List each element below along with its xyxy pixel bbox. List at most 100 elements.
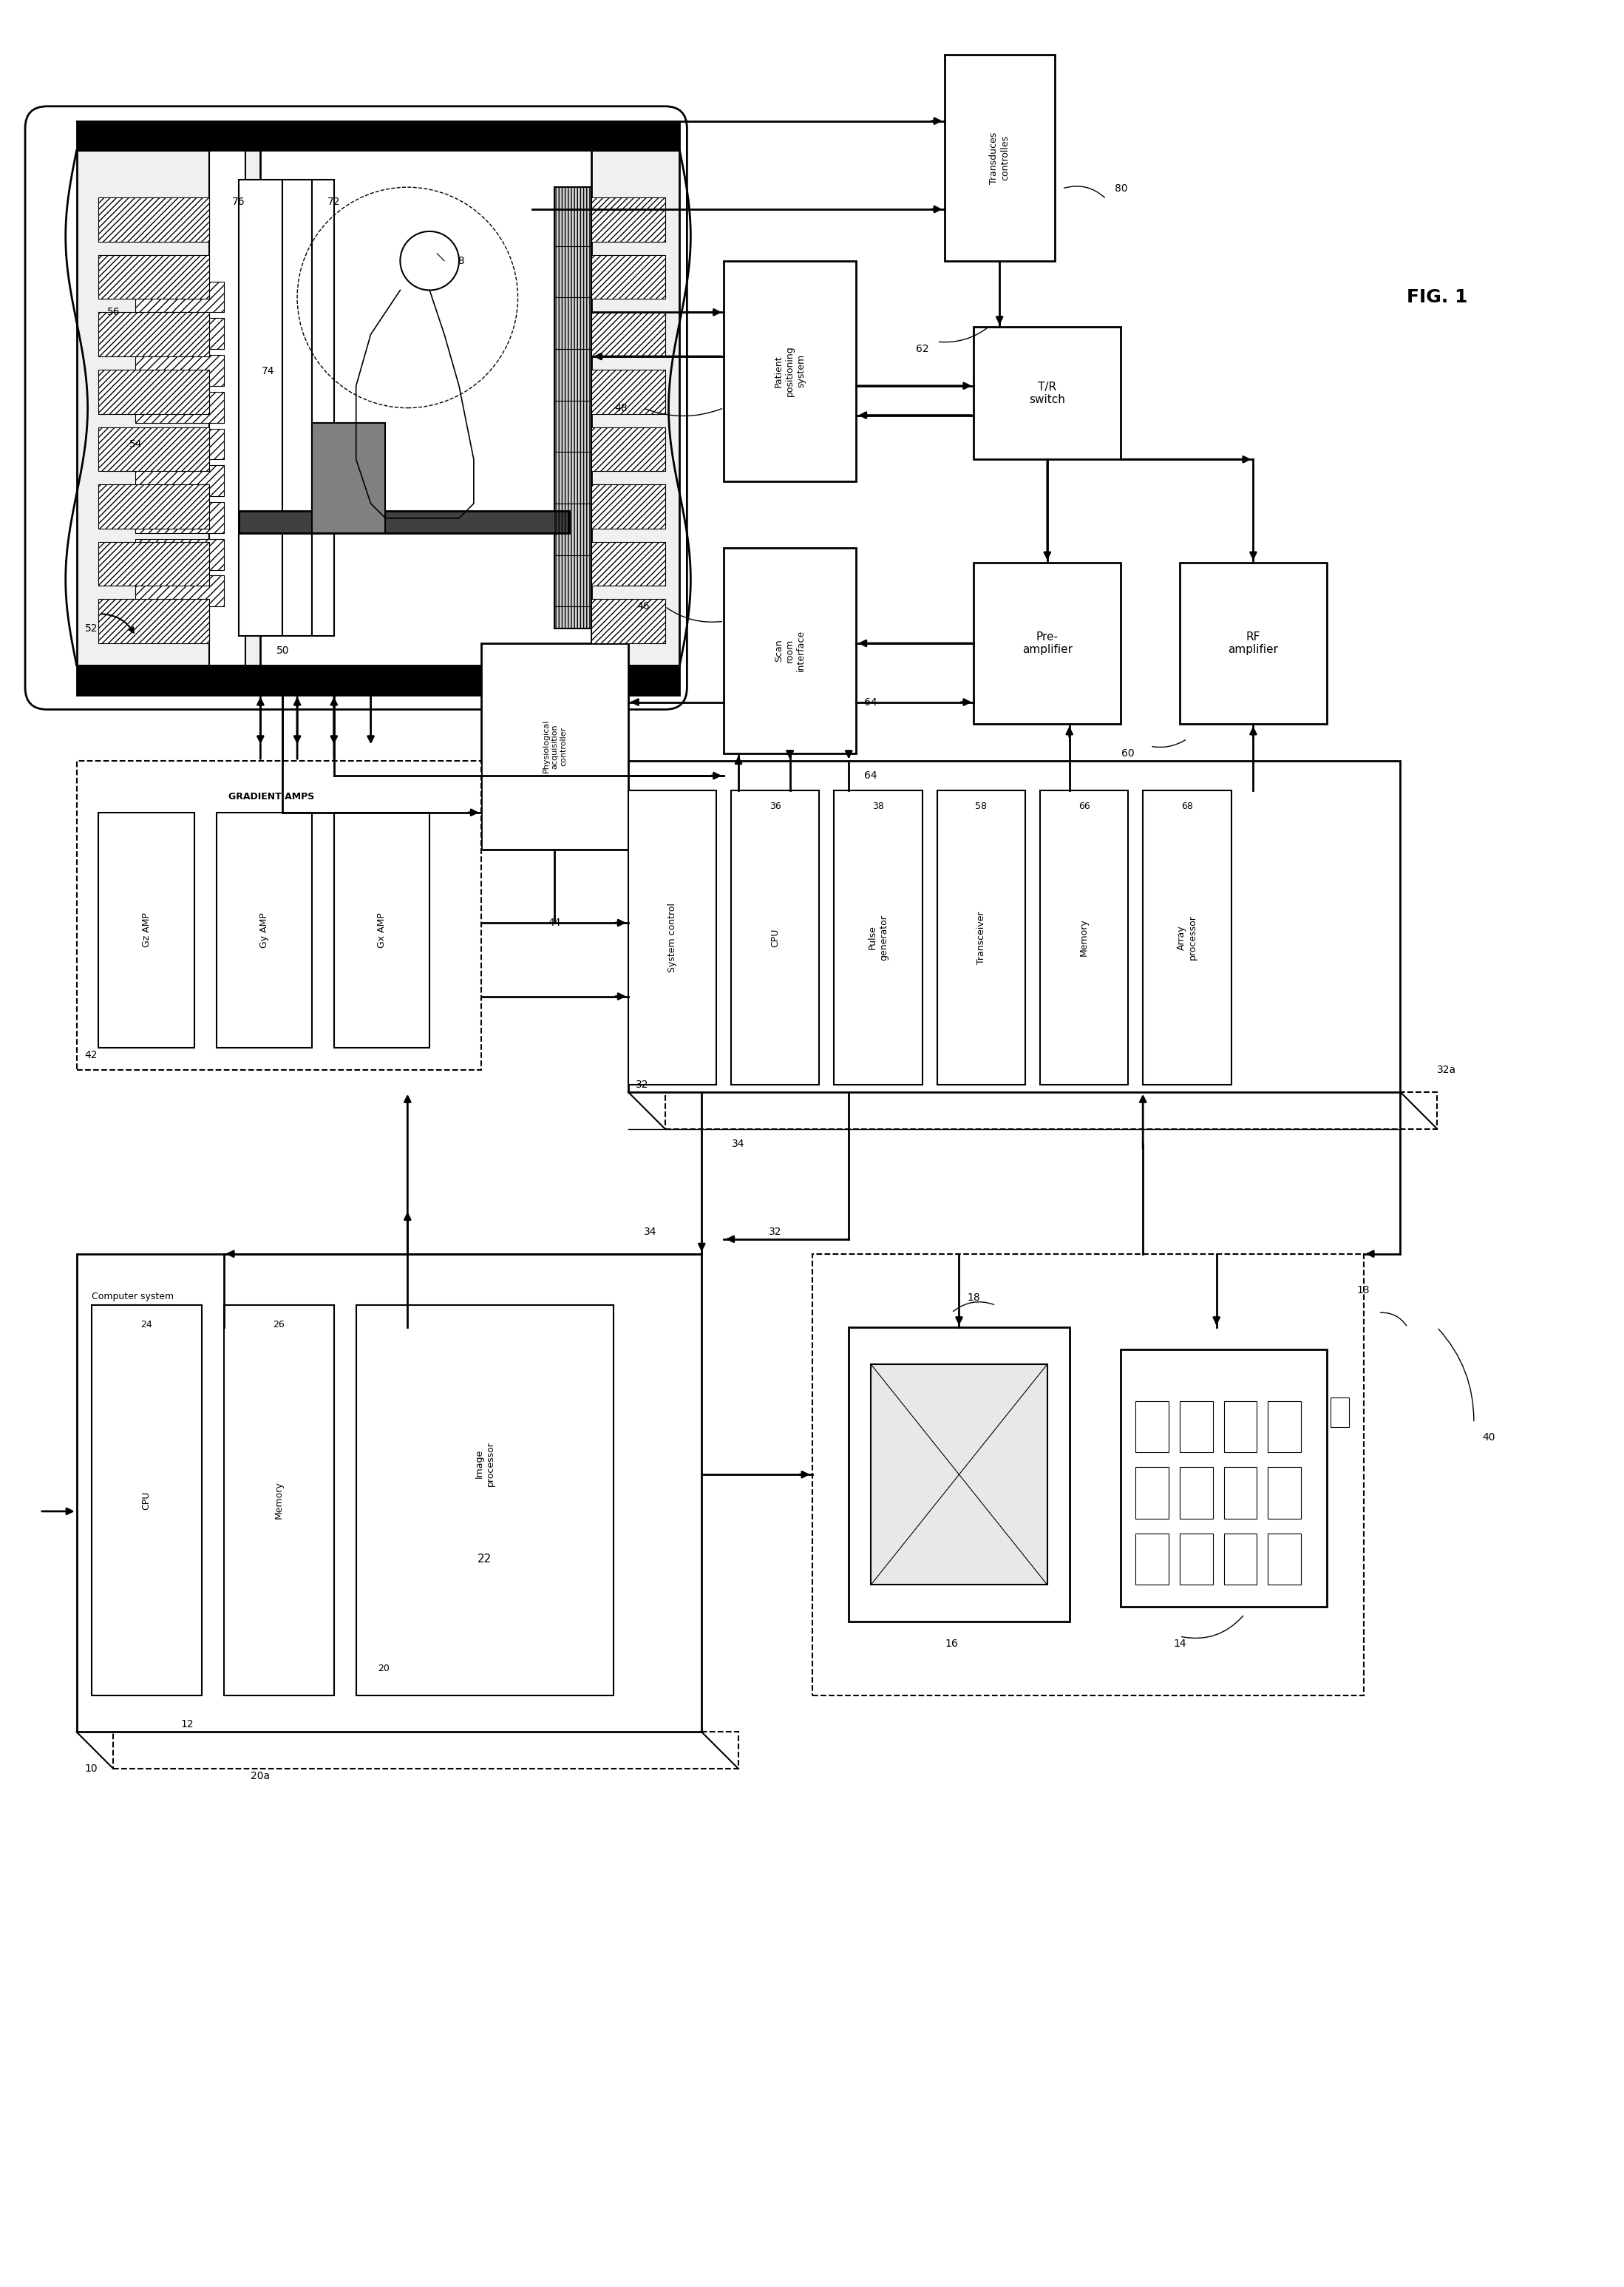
Text: Scan
room
interface: Scan room interface [775,629,806,672]
Bar [1135,1402,1169,1452]
Bar [312,181,335,636]
Bar [135,281,224,313]
Bar [99,428,209,471]
Bar [1121,1349,1327,1608]
Bar [135,391,224,423]
Bar [209,151,245,666]
Bar [99,812,195,1047]
Bar [76,1253,702,1731]
Bar [135,428,224,460]
Text: 58: 58 [976,800,987,812]
Text: 20: 20 [378,1663,390,1674]
Bar [849,1326,1069,1621]
Bar [76,121,679,151]
Text: Pulse
generator: Pulse generator [867,915,888,961]
Bar [724,547,856,755]
Bar [1330,1397,1350,1427]
Bar [135,464,224,496]
Bar [135,576,224,606]
Bar [555,188,591,629]
Bar [664,1091,1437,1130]
Bar [224,1306,335,1695]
Bar [591,370,664,414]
Bar [135,318,224,350]
FancyBboxPatch shape [24,105,687,709]
Bar [99,428,209,471]
Bar [1179,563,1327,725]
Bar [135,354,224,387]
Text: 48: 48 [614,403,627,414]
Bar [283,181,312,636]
Text: 36: 36 [770,800,781,812]
Bar [555,188,591,629]
Bar [591,254,664,300]
Bar [628,762,1400,1091]
Bar [99,599,209,643]
Text: 54: 54 [128,439,141,451]
Text: 24: 24 [141,1320,153,1329]
Bar [135,281,224,313]
Text: 22: 22 [477,1553,492,1564]
Bar [99,542,209,585]
Text: Transceiver: Transceiver [976,910,986,965]
Text: 14: 14 [1173,1637,1186,1649]
Bar [591,428,664,471]
Bar [1224,1532,1257,1585]
Bar [99,313,209,357]
Text: CPU: CPU [770,929,780,947]
Text: 42: 42 [84,1050,97,1061]
Text: 68: 68 [1181,800,1194,812]
Text: Gy AMP: Gy AMP [260,913,270,947]
Bar [591,151,679,666]
Bar [135,503,224,533]
Text: 32: 32 [635,1079,648,1091]
Text: 34: 34 [732,1139,745,1148]
Bar [135,576,224,606]
Text: 78: 78 [453,256,466,265]
Text: 16: 16 [945,1637,958,1649]
Text: 32: 32 [768,1226,781,1237]
Bar [1224,1402,1257,1452]
Bar [99,197,209,242]
Text: 50: 50 [276,645,289,656]
Bar [591,599,664,643]
Text: T/R
switch: T/R switch [1030,382,1065,405]
Bar [1224,1468,1257,1519]
Bar [591,197,664,242]
Text: System control: System control [667,903,677,972]
Bar [135,354,224,387]
Bar [99,542,209,585]
Bar [99,485,209,528]
Bar [356,1306,614,1695]
Text: Pre-
amplifier: Pre- amplifier [1021,631,1072,656]
Text: GRADIENT AMPS: GRADIENT AMPS [229,791,315,800]
Bar [135,540,224,569]
Text: 80: 80 [1114,183,1127,194]
Bar [591,370,664,414]
Bar [1268,1532,1301,1585]
Bar [99,370,209,414]
Text: Computer system: Computer system [91,1292,174,1301]
Bar [135,464,224,496]
Text: 74: 74 [261,366,274,377]
Text: RF
amplifier: RF amplifier [1228,631,1278,656]
Bar [870,1363,1047,1585]
Text: Transduces
controlles: Transduces controlles [989,133,1010,183]
Bar [1268,1402,1301,1452]
Text: 38: 38 [872,800,883,812]
Bar [591,485,664,528]
Text: 66: 66 [1078,800,1090,812]
Bar [1179,1532,1213,1585]
Bar [974,563,1121,725]
Bar [135,503,224,533]
Text: 10: 10 [84,1763,97,1775]
Text: Image
processor: Image processor [474,1441,495,1487]
Text: 62: 62 [916,343,929,354]
Bar [591,313,664,357]
Text: 52: 52 [84,624,97,633]
Text: 34: 34 [643,1226,656,1237]
Bar [724,261,856,483]
Bar [591,542,664,585]
Bar [812,1253,1364,1695]
Text: 72: 72 [328,197,341,208]
